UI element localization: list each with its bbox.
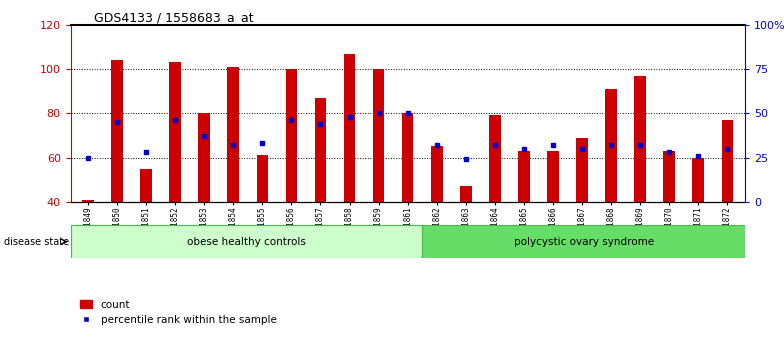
Text: disease state: disease state [4, 238, 69, 247]
Bar [576, 138, 588, 202]
Bar [285, 69, 297, 202]
Legend: count, percentile rank within the sample: count, percentile rank within the sample [76, 296, 281, 329]
Bar [256, 155, 268, 202]
Text: polycystic ovary syndrome: polycystic ovary syndrome [514, 236, 654, 247]
Bar [402, 113, 413, 202]
Text: GDS4133 / 1558683_a_at: GDS4133 / 1558683_a_at [94, 11, 254, 24]
Bar [343, 53, 355, 202]
Bar [373, 69, 384, 202]
Bar [721, 120, 733, 202]
Bar [111, 60, 123, 202]
Bar [314, 98, 326, 202]
Bar [547, 151, 559, 202]
Bar [634, 76, 646, 202]
Bar [663, 151, 675, 202]
Bar [692, 158, 704, 202]
Bar [431, 147, 442, 202]
Bar [82, 200, 94, 202]
Bar [198, 113, 210, 202]
Bar [169, 62, 181, 202]
Bar [140, 169, 152, 202]
Bar [460, 186, 472, 202]
Bar [423, 225, 745, 258]
Bar [227, 67, 239, 202]
Bar [605, 89, 617, 202]
Bar [518, 151, 530, 202]
Bar [71, 225, 423, 258]
Text: obese healthy controls: obese healthy controls [187, 236, 306, 247]
Bar [489, 115, 501, 202]
